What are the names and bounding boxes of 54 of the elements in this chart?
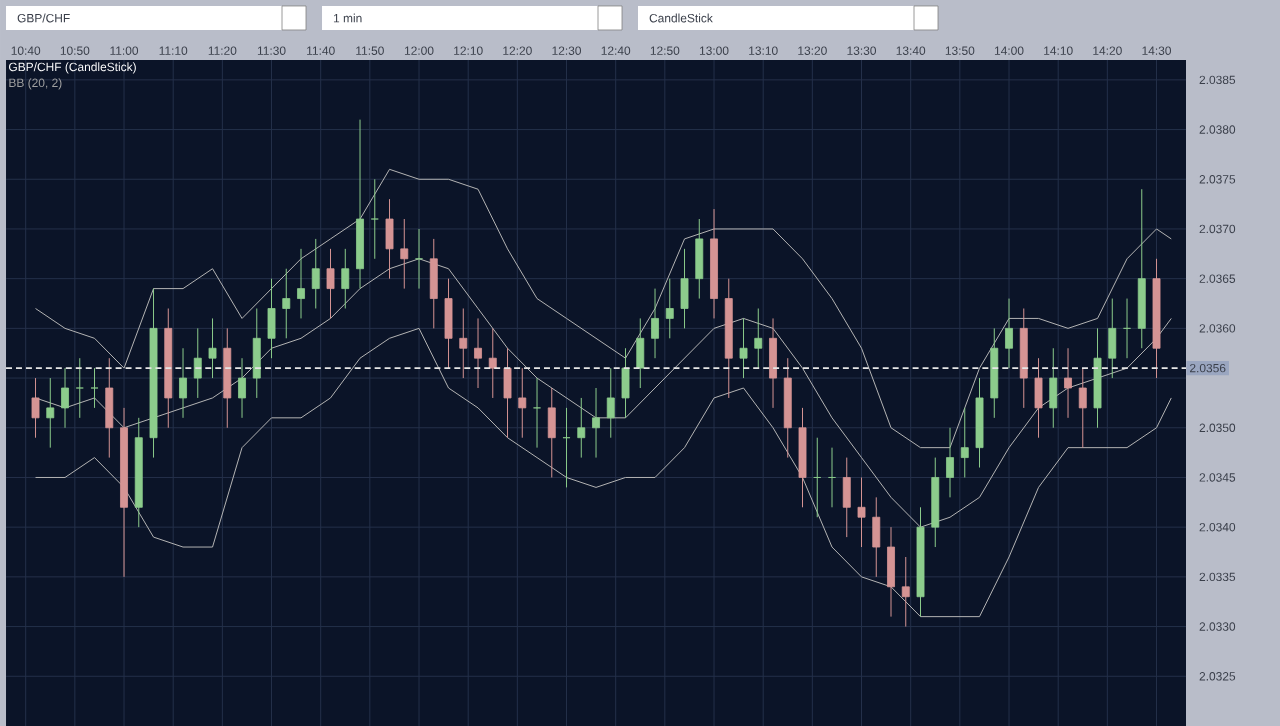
candlestick	[31, 377, 40, 438]
candlestick	[592, 387, 600, 458]
candlestick	[606, 367, 615, 438]
candlestick	[1005, 297, 1013, 369]
candlestick	[503, 347, 512, 438]
candlestick	[695, 218, 704, 299]
candlestick	[193, 327, 202, 399]
candlestick	[75, 357, 84, 419]
candlestick	[488, 327, 497, 399]
candlestick	[739, 317, 748, 379]
candlestick	[901, 556, 910, 627]
candlestick	[105, 357, 114, 458]
candlestick	[547, 387, 556, 478]
candlestick	[238, 357, 246, 419]
candlestick	[282, 268, 291, 339]
candlestick	[341, 248, 350, 309]
candlestick	[577, 397, 586, 458]
candlestick	[651, 287, 659, 359]
candlestick	[1078, 367, 1087, 448]
candlestick	[960, 407, 969, 478]
candlestick	[267, 277, 276, 359]
candlestick	[1108, 297, 1117, 379]
candlestick	[1064, 347, 1072, 419]
candlestick	[179, 347, 187, 419]
candlestick	[857, 476, 866, 548]
candlestick	[208, 317, 217, 379]
candlestick	[533, 377, 541, 448]
candlestick	[326, 248, 335, 319]
candlestick	[311, 238, 320, 309]
candlestick	[400, 218, 409, 289]
candlestick	[297, 248, 305, 319]
candlestick	[518, 367, 527, 438]
candlestick	[459, 307, 468, 379]
candlestick	[429, 238, 438, 329]
candlestick	[665, 277, 674, 339]
candlestick	[621, 347, 630, 419]
candlestick	[385, 198, 394, 279]
candlestick	[946, 427, 954, 498]
candlestick	[90, 367, 99, 409]
candlestick	[370, 178, 379, 260]
candlestick	[46, 377, 55, 448]
candlestick	[769, 317, 777, 409]
candlestick	[680, 248, 689, 329]
candlestick	[474, 317, 482, 389]
candlestick	[636, 317, 645, 389]
candlestick	[842, 456, 851, 538]
candlestick	[872, 496, 881, 578]
candlestick	[1049, 347, 1058, 429]
candlestick	[61, 367, 69, 429]
candlestick	[754, 307, 763, 369]
candlestick	[252, 307, 261, 399]
candlestick	[887, 526, 895, 617]
candlestick	[1034, 357, 1043, 438]
candlestick	[444, 277, 453, 369]
